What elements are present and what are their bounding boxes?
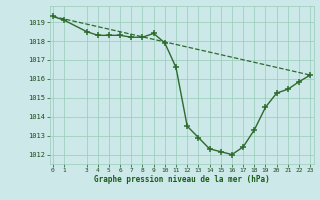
X-axis label: Graphe pression niveau de la mer (hPa): Graphe pression niveau de la mer (hPa)	[94, 175, 269, 184]
